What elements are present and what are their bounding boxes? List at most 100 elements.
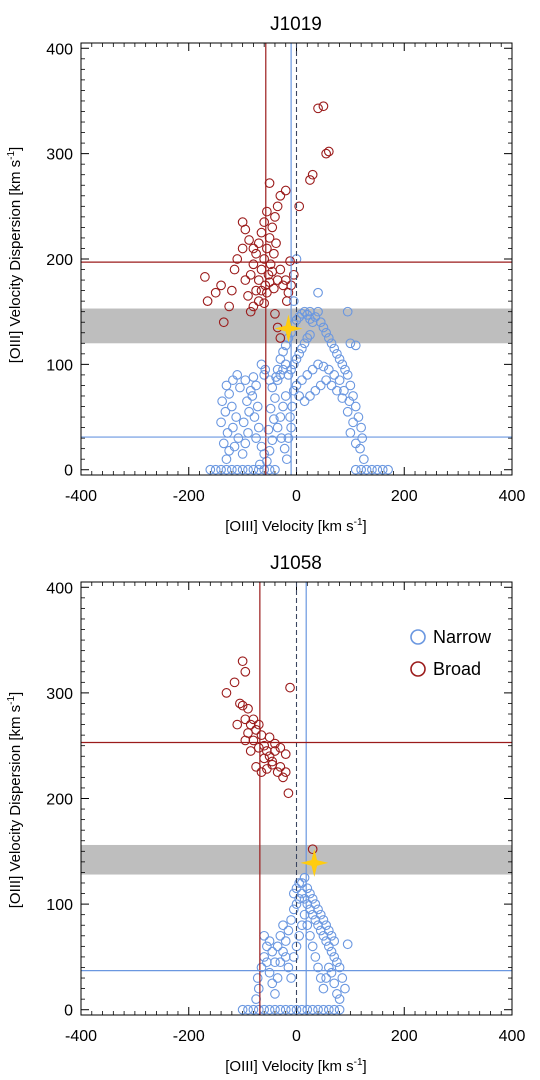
narrow-point — [244, 406, 254, 417]
narrow-point — [272, 375, 283, 386]
narrow-point — [342, 306, 353, 317]
narrow-point — [272, 422, 283, 433]
broad-point — [267, 759, 278, 770]
broad-point — [262, 287, 272, 298]
narrow-point — [217, 396, 228, 407]
narrow-point — [218, 438, 229, 449]
narrow-point — [275, 412, 286, 422]
narrow-point — [275, 1004, 286, 1015]
narrow-point — [337, 393, 348, 403]
broad-point — [280, 767, 291, 777]
narrow-point — [372, 464, 383, 475]
narrow-point — [323, 962, 334, 973]
broad-point — [251, 761, 261, 772]
narrow-point — [278, 401, 288, 412]
narrow-point — [243, 1004, 253, 1015]
narrow-point — [305, 314, 315, 324]
broad-point — [229, 677, 240, 688]
narrow-point — [294, 893, 305, 904]
narrow-point — [221, 464, 232, 475]
narrow-point — [310, 899, 321, 909]
narrow-point — [238, 417, 249, 428]
broad-point — [269, 248, 279, 259]
narrow-point — [222, 428, 233, 438]
narrow-point — [252, 401, 263, 412]
narrow-point — [313, 287, 323, 298]
broad-point — [270, 212, 280, 222]
narrow-point — [307, 1004, 318, 1015]
panel-title: J1019 — [270, 14, 322, 35]
narrow-point — [302, 883, 313, 894]
narrow-point — [288, 359, 299, 370]
narrow-point — [288, 385, 299, 396]
narrow-point — [262, 941, 272, 952]
y-tick-label: 400 — [46, 41, 73, 58]
broad-point — [259, 254, 270, 264]
narrow-point — [232, 370, 243, 380]
x-tick-label: -200 — [173, 1028, 205, 1045]
broad-point — [243, 728, 253, 738]
narrow-point — [315, 973, 326, 983]
narrow-point — [248, 372, 259, 382]
narrow-point — [240, 375, 251, 386]
broad-point — [200, 272, 210, 282]
narrow-point — [299, 306, 310, 317]
broad-point — [240, 714, 251, 725]
narrow-point — [267, 435, 278, 446]
narrow-point — [313, 359, 323, 370]
broad-point — [253, 238, 264, 249]
x-tick-label: -400 — [65, 488, 97, 505]
narrow-point — [318, 930, 329, 941]
broad-point — [248, 735, 259, 746]
broad-point — [259, 298, 270, 309]
narrow-point — [255, 459, 265, 470]
narrow-point — [337, 973, 348, 983]
narrow-point — [332, 957, 342, 968]
narrow-point — [315, 317, 326, 328]
narrow-point — [281, 454, 292, 465]
x-tick-label: 0 — [292, 1028, 301, 1045]
narrow-point — [326, 338, 337, 349]
broad-point — [253, 296, 264, 306]
narrow-point — [305, 391, 315, 401]
broad-point — [253, 719, 264, 730]
broad-point — [251, 248, 261, 259]
narrow-point — [283, 925, 294, 936]
tick-labels: -400 -200 0 200 400 0 100 200 300 400 — [46, 41, 525, 505]
narrow-point — [228, 422, 238, 433]
x-axis-label: [OIII] Velocity [km s-1] — [225, 517, 366, 535]
narrow-point — [280, 391, 291, 401]
narrow-point — [288, 952, 299, 962]
star-marker — [274, 314, 303, 343]
broad-point — [323, 146, 334, 157]
narrow-point — [283, 370, 294, 380]
legend: Narrow Broad — [410, 627, 492, 679]
narrow-point — [334, 994, 345, 1005]
y-axis-label: [OIII] Velocity Dispersion [km s-1] — [6, 692, 24, 908]
narrow-point — [265, 403, 276, 414]
narrow-point — [323, 925, 334, 936]
narrow-point — [272, 941, 283, 952]
narrow-point — [342, 406, 353, 417]
broad-point — [307, 169, 318, 180]
narrow-point — [253, 422, 264, 433]
broad-point — [307, 844, 318, 855]
narrow-point — [299, 909, 310, 920]
narrow-point — [315, 909, 326, 920]
narrow-point — [367, 464, 377, 475]
narrow-point — [220, 406, 231, 417]
narrow-point — [291, 883, 302, 894]
narrow-point — [340, 983, 350, 994]
narrow-point — [294, 391, 305, 401]
narrow-point — [350, 340, 361, 351]
broad-point — [240, 666, 251, 677]
narrow-point — [307, 364, 318, 375]
broad-point — [216, 280, 226, 291]
narrow-point — [302, 370, 313, 380]
y-tick-label: 300 — [46, 147, 73, 164]
broad-point — [256, 730, 267, 740]
narrow-point — [361, 464, 372, 475]
narrow-point — [228, 375, 238, 386]
narrow-point — [243, 464, 253, 475]
narrow-point — [350, 401, 361, 412]
